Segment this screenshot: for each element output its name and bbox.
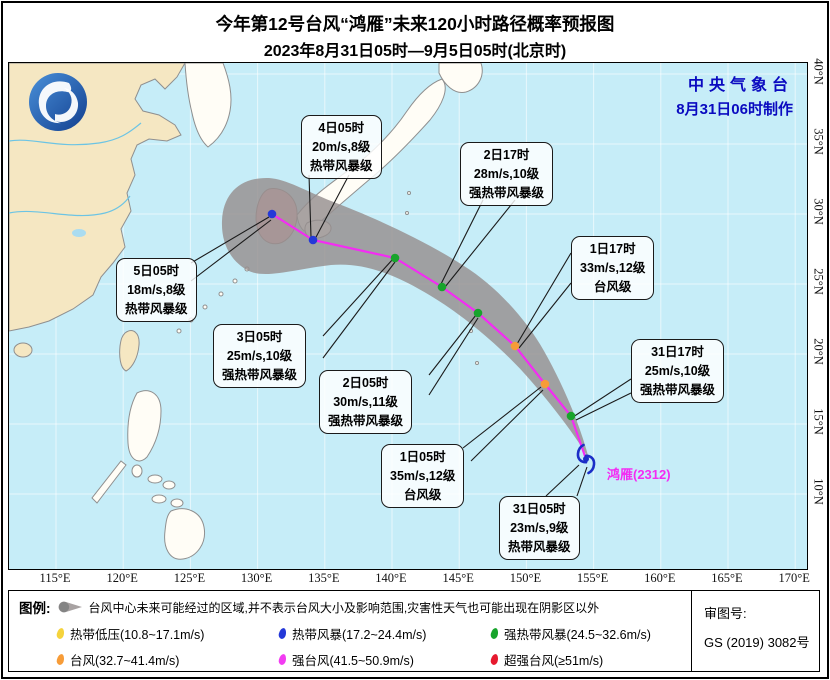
land-hainan [13,342,33,358]
lon-label: 125°E [173,571,206,585]
lon-label: 140°E [375,571,407,585]
legend-row-2: 台风(32.7~41.4m/s) 强台风(41.5~50.9m/s) 超强台风(≥5… [55,650,691,669]
lake [72,229,86,237]
probability-cone [221,177,590,459]
forecast-point-dot [390,253,400,263]
lon-label: 135°E [308,571,340,585]
legend-item: 热带低压(10.8~17.1m/s) [55,624,279,643]
forecast-callout: 31日17时 25m/s,10级 强热带风暴级 [631,339,725,404]
page-title: 今年第12号台风“鸿雁”未来120小时路径概率预报图 [215,14,615,34]
current-position-typhoon-icon [576,443,596,475]
forecast-callout: 4日05时 20m/s,8级 热带风暴级 [301,115,382,180]
legend-item: 热带风暴(17.2~24.4m/s) [277,624,491,643]
legend-marker-icon [277,627,288,640]
river-yellow [9,122,142,146]
lat-label: 15°N [811,408,826,435]
issuer-credit: 中央气象台 8月31日06时制作 [676,71,793,119]
forecast-callout: 31日05时 23m/s,9级 热带风暴级 [499,496,580,561]
storm-name-label: 鸿雁(2312) [607,467,671,482]
license-label: 审图号: [704,606,747,621]
forecast-point-dot [267,209,277,219]
forecast-callout: 5日05时 18m/s,8级 热带风暴级 [116,258,197,323]
legend-item: 强热带风暴(24.5~32.6m/s) [489,624,651,643]
land-philippines [91,390,206,560]
forecast-callout: 1日17时 33m/s,12级 台风级 [571,236,655,301]
lon-label: 130°E [240,571,273,585]
legend-content: 图例: 台风中心未来可能经过的区域,并不表示台风大小及影响范围,灾害性天气也可能… [9,591,691,671]
lat-label: 30°N [811,198,826,225]
land-hokkaido [438,63,483,93]
forecast-callout: 2日17时 28m/s,10级 强热带风暴级 [460,142,554,207]
lon-label: 145°E [442,571,474,585]
issue-time: 8月31日06时制作 [676,101,793,118]
legend-marker-icon [277,653,288,666]
lon-label: 170°E [778,571,810,585]
legend-item: 强台风(41.5~50.9m/s) [277,650,491,669]
lon-label: 165°E [711,571,743,585]
cma-logo-icon [29,73,87,131]
legend-marker-icon [489,653,500,666]
forecast-point-dot [308,235,318,245]
lat-label: 40°N [811,58,826,85]
legend-title: 图例: [19,601,51,616]
forecast-point-dot [566,411,576,421]
cone-legend-icon [58,601,82,613]
forecast-point-dot [473,308,483,318]
lon-label: 155°E [576,571,609,585]
land-korea [184,63,232,148]
lon-label: 150°E [509,571,542,585]
issuer-agency: 中央气象台 [687,77,793,94]
forecast-callout: 1日05时 35m/s,12级 台风级 [381,444,465,509]
legend-marker-icon [489,627,500,640]
legend-item: 台风(32.7~41.4m/s) [55,650,279,669]
legend-item: 超强台风(≥51m/s) [489,650,603,669]
legend-row-1: 热带低压(10.8~17.1m/s) 热带风暴(17.2~24.4m/s) 强热带风… [55,624,691,643]
lat-label: 35°N [811,128,826,155]
forecast-point-dot [437,282,447,292]
forecast-point-dot [510,341,520,351]
forecast-point-dot [540,379,550,389]
license-number: GS (2019) 3082号 [704,635,810,650]
map-license: 审图号: GS (2019) 3082号 [691,591,819,671]
legend-marker-icon [55,627,66,640]
forecast-callout: 3日05时 25m/s,10级 强热带风暴级 [213,324,307,389]
land-taiwan [119,330,140,372]
river-yangtze [9,195,131,217]
lon-label: 160°E [644,571,676,585]
legend-box: 图例: 台风中心未来可能经过的区域,并不表示台风大小及影响范围,灾害性天气也可能… [8,590,820,672]
lat-label: 20°N [811,338,826,365]
forecast-track [267,209,596,475]
lon-label: 115°E [39,571,71,585]
lat-label: 25°N [811,268,826,295]
callout-leader-lines [190,174,632,497]
forecast-callout: 2日05时 30m/s,11级 强热带风暴级 [319,370,413,435]
lon-label: 120°E [106,571,138,585]
lat-label: 10°N [811,478,826,505]
cone-note-text: 台风中心未来可能经过的区域,并不表示台风大小及影响范围,灾害性天气也可能出现在阴… [88,600,600,615]
page-subtitle: 2023年8月31日05时—9月5日05时(北京时) [263,43,567,60]
legend-marker-icon [55,653,66,666]
map-canvas: 中央气象台 8月31日06时制作 鸿雁(2312) 31日05时 23m/s,9级… [8,62,808,570]
